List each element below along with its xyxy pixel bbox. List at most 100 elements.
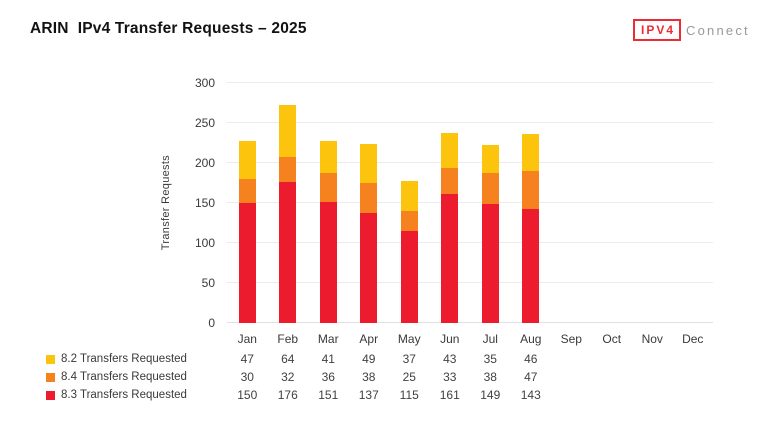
- value-cell: 150: [237, 388, 258, 402]
- value-cell: 161: [439, 388, 460, 402]
- x-axis-month-labels: Jan Feb Mar Apr May Jun Jul Aug Sep Oct Nov Dec: [227, 332, 713, 346]
- y-axis-tick-label: 250: [194, 116, 215, 130]
- stacked-bar: [279, 105, 297, 323]
- gridline: [227, 282, 713, 283]
- month-label: Jun: [440, 332, 460, 346]
- bar-segment: [400, 231, 418, 323]
- bar-segment: [238, 141, 256, 179]
- bar-segment: [400, 181, 418, 211]
- value-cell: 36: [321, 370, 335, 384]
- bar-segment: [441, 167, 459, 195]
- table-row-82-values: 47 64 41 49 37 43 35 46: [227, 352, 713, 366]
- bar-column-jul: [470, 83, 511, 323]
- page-title: ARIN IPv4 Transfer Requests – 2025: [30, 20, 307, 37]
- stacked-bar: [360, 143, 378, 323]
- bar-column-aug: [511, 83, 552, 323]
- bar-column-jun: [430, 83, 471, 323]
- value-cell: [673, 352, 714, 366]
- bar-segment: [319, 173, 337, 203]
- month-label: Jul: [482, 332, 498, 346]
- plot-area: [227, 82, 714, 323]
- stacked-bar: [481, 145, 499, 323]
- table-row-84-values: 30 32 36 38 25 33 38 47: [227, 370, 713, 384]
- stacked-bar: [319, 140, 337, 323]
- value-cell: 41: [321, 352, 335, 366]
- legend-label: 8.2 Transfers Requested: [61, 353, 187, 365]
- bar-segment: [481, 203, 499, 323]
- value-cell: [592, 370, 633, 384]
- value-cell: [632, 370, 673, 384]
- bar-column-apr: [349, 83, 390, 323]
- value-cell: [551, 388, 592, 402]
- bar-segment: [319, 140, 337, 174]
- value-cell: 151: [318, 388, 339, 402]
- value-cell: 64: [281, 352, 295, 366]
- value-cell: 115: [399, 388, 419, 402]
- y-axis-tick-label: 100: [194, 236, 215, 250]
- value-cell: 38: [483, 370, 497, 384]
- value-cell: 49: [362, 352, 376, 366]
- value-cell: [551, 352, 592, 366]
- month-label: May: [397, 332, 421, 346]
- bar-segment: [279, 156, 297, 183]
- gridline: [227, 122, 713, 123]
- bar-column-jan: [227, 83, 268, 323]
- month-label: Dec: [682, 332, 704, 346]
- value-cell: 46: [524, 352, 538, 366]
- bar-segment: [481, 145, 499, 174]
- y-axis-tick-label: 200: [194, 156, 215, 170]
- value-cell: [632, 352, 673, 366]
- ipv4connect-logo: IPV4 Connect: [633, 19, 750, 41]
- value-cell: [673, 370, 714, 384]
- bar-segment: [522, 208, 540, 323]
- value-cell: [592, 352, 633, 366]
- value-cell: 38: [362, 370, 376, 384]
- bar-segment: [441, 133, 459, 168]
- bar-segment: [279, 182, 297, 323]
- y-axis-tick-label: 50: [201, 276, 215, 290]
- value-cell: 43: [443, 352, 457, 366]
- month-label: Sep: [560, 332, 582, 346]
- bar-segment: [481, 173, 499, 204]
- value-cell: 30: [240, 370, 254, 384]
- table-row-83-values: 150 176 151 137 115 161 149 143: [227, 388, 713, 402]
- value-cell: 47: [524, 370, 538, 384]
- bar-column-may: [389, 83, 430, 323]
- value-cell: 33: [443, 370, 457, 384]
- value-cell: 47: [240, 352, 254, 366]
- value-cell: [592, 388, 633, 402]
- bar-column-feb: [268, 83, 309, 323]
- value-cell: [673, 388, 714, 402]
- bar-segment: [441, 194, 459, 323]
- bar-segment: [360, 183, 378, 214]
- legend-label: 8.4 Transfers Requested: [61, 371, 187, 383]
- logo-connect-text: Connect: [686, 22, 750, 38]
- value-cell: [551, 370, 592, 384]
- month-label: Apr: [359, 332, 379, 346]
- bar-segment: [360, 213, 378, 323]
- bar-column-dec: [673, 83, 714, 323]
- stacked-bar: [400, 181, 418, 323]
- value-cell: 32: [281, 370, 295, 384]
- value-cell: 25: [402, 370, 416, 384]
- stacked-bar: [441, 133, 459, 323]
- value-cell: 143: [520, 388, 541, 402]
- value-cell: [632, 388, 673, 402]
- gridline: [227, 202, 713, 203]
- y-axis-title-text: Transfer Requests: [160, 155, 172, 251]
- value-cell: 37: [402, 352, 416, 366]
- logo-ipv4-box: IPV4: [633, 19, 682, 41]
- gridline: [227, 82, 713, 83]
- bar-segment: [238, 179, 256, 203]
- bar-segment: [522, 134, 540, 172]
- bar-segment: [400, 211, 418, 231]
- value-cell: 149: [480, 388, 501, 402]
- month-label: Nov: [641, 332, 663, 346]
- month-label: Feb: [277, 332, 299, 346]
- bar-column-sep: [551, 83, 592, 323]
- legend-swatch-yellow: [46, 354, 55, 364]
- month-label: Jan: [237, 332, 257, 346]
- bar-column-mar: [308, 83, 349, 323]
- bar-column-nov: [632, 83, 673, 323]
